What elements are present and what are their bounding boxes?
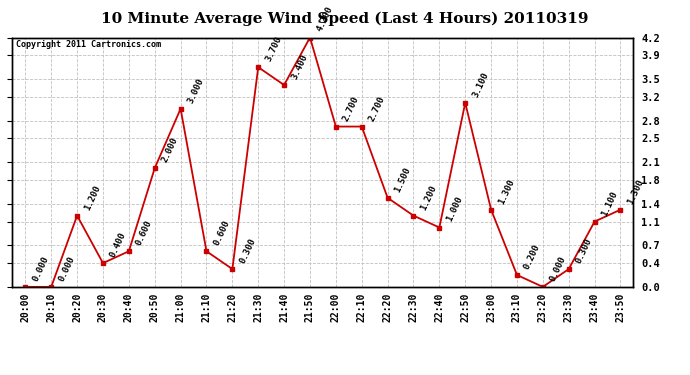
Text: Copyright 2011 Cartronics.com: Copyright 2011 Cartronics.com [15,40,161,49]
Text: 3.100: 3.100 [471,70,491,99]
Text: 2.700: 2.700 [342,94,361,122]
Text: 2.000: 2.000 [160,136,180,164]
Text: 0.400: 0.400 [108,231,128,259]
Text: 0.000: 0.000 [31,255,50,283]
Text: 0.300: 0.300 [238,237,257,265]
Text: 0.200: 0.200 [522,243,542,271]
Text: 10 Minute Average Wind Speed (Last 4 Hours) 20110319: 10 Minute Average Wind Speed (Last 4 Hou… [101,11,589,26]
Text: 1.000: 1.000 [445,195,464,223]
Text: 4.200: 4.200 [315,5,335,33]
Text: 1.200: 1.200 [419,183,439,211]
Text: 1.500: 1.500 [393,165,413,194]
Text: 1.100: 1.100 [600,189,620,217]
Text: 0.300: 0.300 [574,237,594,265]
Text: 0.600: 0.600 [212,219,232,247]
Text: 1.200: 1.200 [83,183,102,211]
Text: 1.300: 1.300 [626,177,646,206]
Text: 0.000: 0.000 [549,255,568,283]
Text: 3.400: 3.400 [290,53,309,81]
Text: 0.600: 0.600 [135,219,154,247]
Text: 3.700: 3.700 [264,35,284,63]
Text: 2.700: 2.700 [367,94,387,122]
Text: 0.000: 0.000 [57,255,77,283]
Text: 3.000: 3.000 [186,76,206,105]
Text: 1.300: 1.300 [497,177,516,206]
